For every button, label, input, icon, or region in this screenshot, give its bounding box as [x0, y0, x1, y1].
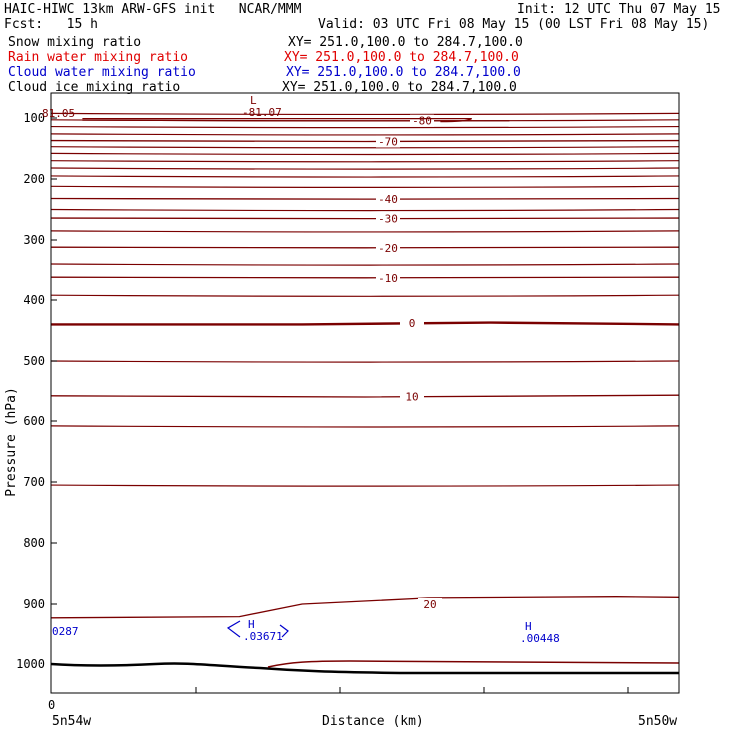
extremum-value: .00448: [520, 632, 560, 645]
y-tick-label: 800: [23, 536, 45, 550]
isotherm-line: [50, 125, 680, 129]
isotherm-label: 10: [405, 390, 418, 403]
isotherm-line: [50, 167, 680, 170]
isotherm--10: [50, 276, 680, 279]
chart-title: HAIC-HIWC 13km ARW-GFS init NCAR/MMM: [4, 2, 302, 17]
init-time: Init: 12 UTC Thu 07 May 15: [517, 2, 721, 17]
isotherm-line: [50, 185, 680, 189]
isotherm-line: [50, 294, 680, 297]
low-contour: [82, 118, 473, 123]
isotherm--30: [50, 217, 680, 220]
isotherm-label: -20: [378, 242, 398, 255]
field-rain-name: Rain water mixing ratio: [8, 50, 189, 65]
y-tick-label: 400: [23, 293, 45, 307]
field-cloudwater-name: Cloud water mixing ratio: [8, 65, 196, 80]
isotherm--20: [50, 246, 680, 249]
isotherm-label: -30: [378, 213, 398, 226]
extremum-value: .03671: [243, 630, 283, 643]
extremum-value: -81.07: [242, 106, 282, 119]
isotherm-label: -70: [378, 135, 398, 148]
isotherm--40: [50, 197, 680, 200]
y-tick-label: 300: [23, 233, 45, 247]
extremum-kind: L: [250, 94, 257, 107]
terrain-line: [50, 662, 679, 675]
edge-label: 0287: [52, 625, 79, 638]
isotherm-line: [50, 175, 680, 178]
y-tick-label: 700: [23, 475, 45, 489]
y-tick-label: 200: [23, 172, 45, 186]
y-tick-label: 100: [23, 111, 45, 125]
isotherm-label: -40: [378, 193, 398, 206]
x-left-label: 5n54w: [52, 714, 91, 729]
isotherm-line: [50, 484, 680, 487]
isotherm-line: [50, 360, 680, 363]
plot-frame: [50, 92, 680, 694]
isotherm-line: [50, 425, 680, 428]
field-rain-xy: XY= 251.0,100.0 to 284.7,100.0: [284, 50, 519, 65]
isotherm--80: [82, 119, 510, 122]
x-right-label: 5n50w: [638, 714, 677, 729]
isotherm-line: [50, 208, 680, 212]
isotherm-line: [50, 230, 680, 233]
x-axis-label: Distance (km): [322, 714, 424, 729]
isotherm--70: [50, 139, 680, 143]
isotherm-0: [51, 321, 680, 326]
isotherm-line: [50, 146, 680, 149]
isotherm-label: -10: [378, 272, 398, 285]
y-tick-label: 900: [23, 597, 45, 611]
lower-contour: [267, 660, 680, 668]
isotherm-10: [50, 394, 680, 398]
y-tick-label: 500: [23, 354, 45, 368]
extremum-kind: H: [248, 618, 255, 631]
valid-time: Valid: 03 UTC Fri 08 May 15 (00 LST Fri …: [318, 17, 710, 32]
field-snow-name: Snow mixing ratio: [8, 35, 142, 50]
field-cloudice-name: Cloud ice mixing ratio: [8, 80, 181, 95]
isotherm-line: [50, 152, 680, 156]
isotherm-label: -80: [412, 115, 432, 128]
forecast-hour: Fcst: 15 h: [4, 17, 98, 32]
y-axis-label: Pressure (hPa): [4, 387, 19, 497]
isotherm-20: [50, 596, 680, 619]
isotherm-label: 0: [409, 317, 416, 330]
y-tick-label: 600: [23, 414, 45, 428]
isotherm-line: [50, 160, 680, 163]
y-tick-label: 1000: [16, 657, 45, 671]
extremum-kind: H: [525, 620, 532, 633]
isotherm-line: [50, 133, 680, 136]
cloud-water-contour: [226, 620, 289, 638]
field-snow-xy: XY= 251.0,100.0 to 284.7,100.0: [288, 35, 523, 50]
edge-label: 81.05: [42, 107, 75, 120]
field-cloudice-xy: XY= 251.0,100.0 to 284.7,100.0: [282, 80, 517, 95]
field-cloudwater-xy: XY= 251.0,100.0 to 284.7,100.0: [286, 65, 521, 80]
isotherm-label: 20: [423, 598, 436, 611]
x-tick-label: 0: [48, 698, 55, 712]
isotherm-line: [50, 263, 680, 266]
isotherm-line: [50, 112, 680, 116]
